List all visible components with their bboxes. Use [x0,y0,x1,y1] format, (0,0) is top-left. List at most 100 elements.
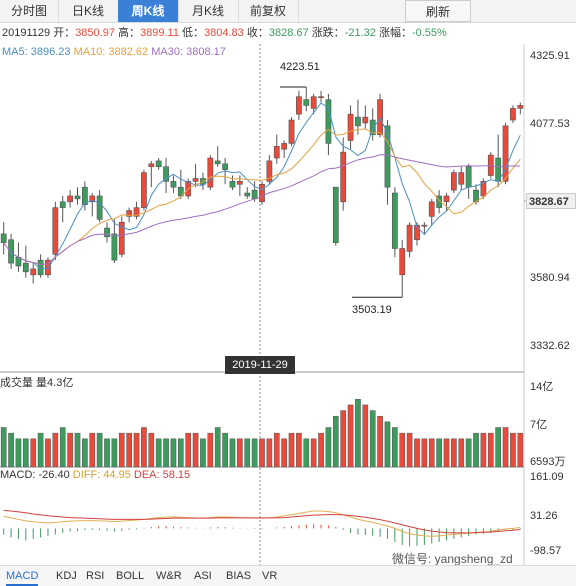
volume-axis-label-3: 6593万 [530,456,566,468]
candle-body [510,108,516,121]
info-pct: -0.55% [411,27,447,39]
tab-wr[interactable]: W&R [156,570,182,582]
price-axis-label-4: 3580.94 [530,272,570,284]
candle-body [30,268,37,276]
candle-body [67,195,73,203]
info-close: 3828.67 [268,27,309,39]
ohlc-info-bar: 20191129 开：3850.97 高：3899.11 低：3804.83 收… [0,24,576,42]
tab-asi[interactable]: ASI [194,570,212,582]
volume-bar [414,438,420,468]
candle-body [207,157,214,188]
volume-bar [133,432,140,468]
candle-body [502,125,509,182]
tab-monthly-k[interactable]: 月K线 [178,0,239,22]
volume-bar [45,438,51,468]
tab-bias[interactable]: BIAS [226,570,252,582]
volume-bar [288,432,295,468]
candle-body [0,233,7,243]
volume-bar [465,438,472,468]
info-low-label: 低： [182,27,205,39]
info-change-label: 涨跌： [311,27,345,39]
macd-legend: MACD: -26.40 DIFF: 44.95 DEA: 58.15 [0,469,190,481]
candle-body [443,195,450,203]
volume-bar [347,404,354,468]
candle-body [332,186,339,243]
volume-bar [487,432,494,468]
volume-bar [451,438,457,468]
volume-bar [259,438,265,468]
volume-bar [192,432,199,468]
info-close-label: 收： [246,27,269,39]
candle-body [126,210,133,217]
candle-body [59,201,66,208]
candle-body [303,99,310,106]
volume-bar [185,432,192,468]
tab-macd[interactable]: MACD [6,566,39,586]
volume-bar [141,427,147,468]
candle-body [355,116,361,127]
volume-axis-label-2: 7亿 [530,419,548,431]
price-axis-label-1: 4325.91 [530,50,570,62]
volume-bar [392,427,398,468]
volume-bar [296,432,302,468]
info-change: -21.32 [344,27,376,39]
tab-intraday[interactable]: 分时图 [0,0,59,22]
volume-bar [502,427,509,468]
wechat-watermark: 微信号: yangsheng_zd [392,552,513,566]
volume-bar [59,427,66,468]
cursor-date-tag: 2019-11-29 [225,356,295,374]
ma5-line [10,102,521,270]
candle-body [310,96,317,109]
volume-bar [222,432,228,468]
volume-bar [473,432,479,468]
volume-bar [273,432,280,468]
candle-body [377,99,383,135]
tab-rsi[interactable]: RSI [86,570,105,582]
volume-bar [170,438,177,468]
volume-bar [82,438,88,468]
ma30-line [3,154,521,266]
volume-bar [266,438,273,468]
candle-body [148,163,155,168]
info-low: 3804.83 [204,27,244,39]
volume-bar [148,432,155,468]
volume-legend: 成交量 量4.3亿 [0,377,74,389]
refresh-button[interactable]: 刷新 [405,0,471,22]
volume-bar [214,427,221,468]
volume-bar [229,438,236,468]
macd-axis-label-1: 161.09 [530,471,564,483]
price-axis-label-5: 3332.62 [530,340,570,352]
tab-forward-adjust[interactable]: 前复权 [238,0,299,22]
dea-value: DEA: 58.15 [133,469,191,481]
tab-boll[interactable]: BOLL [116,570,145,582]
candle-body [96,195,103,220]
volume-bar [67,432,73,468]
info-date: 20191129 [2,27,51,39]
tab-weekly-k[interactable]: 周K线 [118,0,179,22]
candle-body [347,113,354,141]
volume-bar [362,404,369,468]
period-tab-bar: 分时图 日K线 周K线 月K线 前复权 刷新 [0,0,576,23]
candle-body [391,192,398,249]
candle-body [406,224,413,252]
volume-bar [126,432,132,468]
volume-bar [244,438,251,468]
volume-bar [495,427,502,468]
candle-body [52,207,59,255]
tab-kdj[interactable]: KDJ [56,570,77,582]
candle-body [8,239,14,264]
tab-vr[interactable]: VR [262,570,278,582]
candle-body [369,119,376,135]
candle-body [229,181,236,188]
candle-body [81,186,88,206]
volume-bar [436,438,442,468]
volume-bar [89,432,96,468]
volume-bar [377,415,383,468]
volume-bar [52,432,59,468]
candle-body [244,192,251,197]
candle-body [251,189,258,200]
volume-bar [421,438,428,468]
volume-bar [0,427,7,468]
volume-bar [480,432,487,468]
